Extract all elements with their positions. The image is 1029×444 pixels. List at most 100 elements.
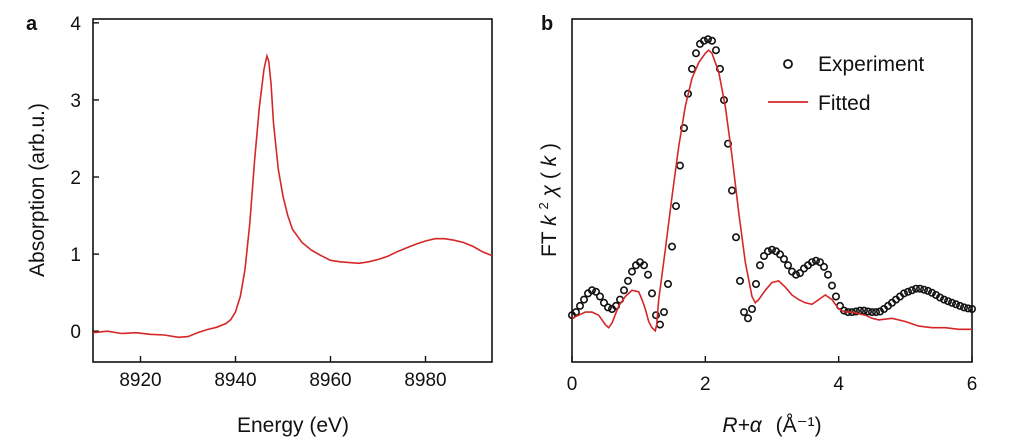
panel-b-ylabel-close: ) <box>538 143 561 150</box>
experiment-point-64 <box>823 270 832 279</box>
experiment-point-85 <box>907 286 916 295</box>
panel-b-ticks: 0 2 4 6 <box>567 356 978 395</box>
experiment-point-54 <box>783 261 792 270</box>
legend-experiment-label: Experiment <box>818 53 924 76</box>
experiment-point-89 <box>923 286 932 295</box>
experiment-point-24 <box>663 279 672 288</box>
experiment-point-95 <box>947 298 956 307</box>
experiment-point-65 <box>827 281 836 290</box>
experiment-point-23 <box>659 308 668 317</box>
experiment-point-41 <box>731 233 740 242</box>
panel-a-label: a <box>26 13 38 35</box>
panel-a-xlabel: Energy (eV) <box>237 414 349 437</box>
panel-b-ylabel-sup: 2 <box>536 202 551 209</box>
panel-a-xtick-label-0: 8920 <box>119 370 161 391</box>
experiment-point-18 <box>639 261 648 270</box>
panel-b-frame <box>571 18 973 363</box>
experiment-point-57 <box>795 269 804 278</box>
experiment-point-14 <box>623 276 632 285</box>
panel-a: a 8920 8940 8960 8980 0 1 2 3 4 Energy (eV) Abso… <box>26 13 493 437</box>
experiment-point-63 <box>819 262 828 271</box>
experiment-point-5 <box>587 286 596 295</box>
panel-a-xtick-label-1: 8940 <box>214 370 256 391</box>
experiment-point-21 <box>651 311 660 320</box>
experiment-point-98 <box>959 303 968 312</box>
panel-a-xtick-label-2: 8960 <box>309 370 351 391</box>
legend: Experiment Fitted <box>768 53 924 115</box>
panel-b-xlabel-main: R+α <box>722 414 762 437</box>
experiment-point-75 <box>867 308 876 317</box>
experiment-point-45 <box>747 304 756 313</box>
experiment-point-9 <box>603 303 612 312</box>
panel-a-ytick-label-3: 3 <box>70 91 81 112</box>
legend-experiment-marker <box>783 59 793 69</box>
panel-a-ytick-label-1: 1 <box>70 245 81 266</box>
experiment-point-61 <box>811 256 820 265</box>
panel-b-xlabel: R+α (Å⁻¹) <box>722 414 821 437</box>
panel-b-experiment-markers <box>567 35 976 329</box>
experiment-point-84 <box>903 287 912 296</box>
experiment-point-42 <box>735 276 744 285</box>
experiment-point-66 <box>831 292 840 301</box>
experiment-point-62 <box>815 258 824 267</box>
panel-a-absorption-line <box>92 53 493 339</box>
experiment-point-36 <box>711 46 720 55</box>
experiment-point-90 <box>927 288 936 297</box>
experiment-point-73 <box>859 306 868 315</box>
experiment-point-43 <box>739 308 748 317</box>
panel-a-ylabel: Absorption (arb.u.) <box>26 103 49 277</box>
panel-b-xtick-label-2: 4 <box>833 374 844 395</box>
experiment-point-48 <box>759 252 768 261</box>
experiment-point-50 <box>767 245 776 254</box>
experiment-point-76 <box>871 308 880 317</box>
panel-b-label: b <box>541 13 553 35</box>
experiment-point-99 <box>963 304 972 313</box>
experiment-point-28 <box>679 124 688 133</box>
experiment-point-87 <box>915 284 924 293</box>
experiment-point-86 <box>911 284 920 293</box>
experiment-point-96 <box>951 300 960 309</box>
experiment-point-88 <box>919 285 928 294</box>
experiment-point-49 <box>763 247 772 256</box>
experiment-point-94 <box>943 297 952 306</box>
panel-b-ylabel-k2: k <box>538 154 561 166</box>
experiment-point-83 <box>899 289 908 298</box>
panel-b-xlabel-unit: (Å⁻¹) <box>776 414 822 437</box>
panel-a-xtick-label-3: 8980 <box>404 370 446 391</box>
experiment-point-7 <box>595 292 604 301</box>
experiment-point-92 <box>935 293 944 302</box>
experiment-point-100 <box>967 304 976 313</box>
panel-b-xtick-label-0: 0 <box>567 374 578 395</box>
panel-a-frame <box>92 18 493 363</box>
experiment-point-52 <box>775 250 784 259</box>
panel-b-fitted-line <box>571 49 972 333</box>
panel-b-ylabel-open: ( <box>538 172 561 179</box>
panel-b-ylabel-chi: χ <box>538 184 561 198</box>
experiment-point-60 <box>807 258 816 267</box>
panel-b-xtick-label-3: 6 <box>967 374 978 395</box>
panel-b-ylabel: FT k 2 χ ( k ) <box>530 143 561 257</box>
experiment-point-44 <box>743 314 752 323</box>
panel-b-ylabel-k: k <box>538 214 561 226</box>
experiment-point-34 <box>703 35 712 44</box>
experiment-point-93 <box>939 295 948 304</box>
experiment-point-20 <box>647 289 656 298</box>
panel-a-ytick-label-4: 4 <box>70 14 81 35</box>
experiment-point-39 <box>723 139 732 148</box>
experiment-point-74 <box>863 307 872 316</box>
experiment-point-6 <box>591 287 600 296</box>
experiment-point-25 <box>667 242 676 251</box>
experiment-point-56 <box>791 270 800 279</box>
experiment-point-27 <box>675 161 684 170</box>
experiment-point-15 <box>627 267 636 276</box>
panel-a-ytick-label-2: 2 <box>70 168 81 189</box>
experiment-point-1 <box>571 308 580 317</box>
legend-fitted-label: Fitted <box>818 92 871 115</box>
experiment-point-35 <box>707 36 716 45</box>
experiment-point-22 <box>655 320 664 329</box>
panel-b-xtick-label-1: 2 <box>700 374 711 395</box>
experiment-point-13 <box>619 286 628 295</box>
experiment-point-46 <box>751 279 760 288</box>
experiment-point-19 <box>643 270 652 279</box>
